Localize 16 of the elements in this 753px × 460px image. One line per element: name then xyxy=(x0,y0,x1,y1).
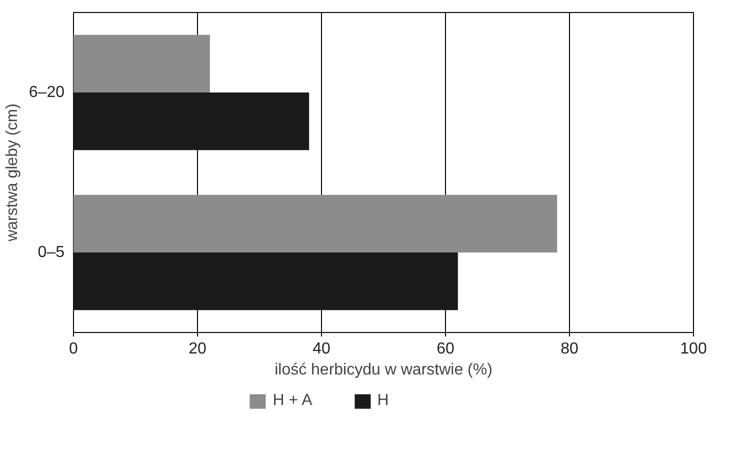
bar xyxy=(74,34,210,92)
bar xyxy=(74,194,558,252)
y-tick-label: 6–20 xyxy=(28,84,65,101)
x-tick-label: 0 xyxy=(69,340,78,358)
legend-label: H xyxy=(377,392,390,410)
x-tick-label: 60 xyxy=(436,340,454,358)
x-axis-title: ilość herbicydu w warstwie (%) xyxy=(274,362,492,378)
y-axis-title: warstwa gleby (cm) xyxy=(4,104,21,242)
legend-label: H + A xyxy=(272,392,312,410)
y-tick-label: 0–5 xyxy=(38,244,65,261)
x-tick-label: 40 xyxy=(312,340,330,358)
bar xyxy=(74,92,310,150)
bar xyxy=(74,252,458,310)
x-tick-label: 80 xyxy=(560,340,578,358)
x-tick-label: 20 xyxy=(188,340,206,358)
x-tick-label: 100 xyxy=(680,340,707,358)
